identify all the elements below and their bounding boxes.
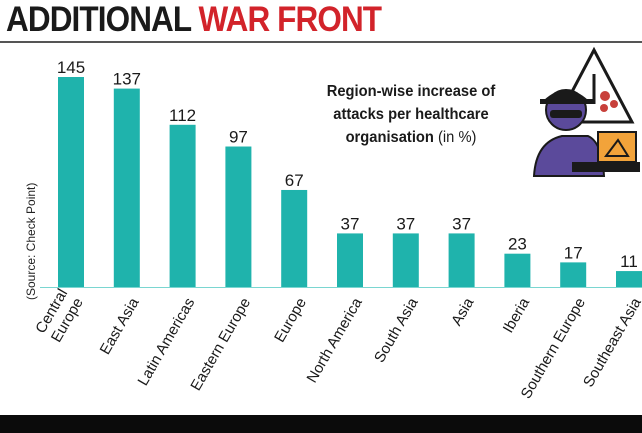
category-label-2: Latin Americas — [134, 295, 198, 389]
svg-text:Europe: Europe — [271, 295, 310, 345]
data-label-6: 37 — [396, 214, 415, 233]
data-label-2: 112 — [169, 106, 196, 125]
svg-text:Latin Americas: Latin Americas — [134, 295, 198, 389]
data-label-10: 11 — [620, 252, 638, 271]
category-label-10: Southeast Asia — [580, 294, 642, 390]
bar-0 — [58, 77, 84, 287]
headline-part-2: WAR FRONT — [198, 0, 383, 39]
svg-text:North America: North America — [304, 294, 367, 385]
chart-title-main: Region-wise increase of attacks per heal… — [326, 83, 496, 146]
headline-rule — [0, 41, 642, 43]
svg-text:Asia: Asia — [448, 294, 478, 328]
headline-part-1: ADDITIONAL — [6, 0, 192, 39]
headline: ADDITIONAL WAR FRONT — [6, 0, 383, 40]
bottom-bar — [0, 415, 642, 433]
svg-text:Southeast Asia: Southeast Asia — [580, 294, 642, 390]
bar-4 — [281, 189, 308, 287]
chart-title: Region-wise increase of attacks per heal… — [305, 80, 517, 149]
data-label-9: 17 — [564, 243, 583, 262]
category-label-3: Eastern Europe — [187, 295, 254, 394]
data-label-4: 67 — [285, 171, 304, 190]
bar-1 — [113, 88, 140, 287]
category-label-6: South Asia — [371, 294, 422, 365]
chart-title-unit: (in %) — [437, 129, 477, 146]
category-label-1: East Asia — [97, 294, 143, 357]
bar-9 — [560, 262, 587, 287]
bar-7 — [448, 233, 475, 287]
hacker-with-laptop-and-biohazard-warning-icon — [532, 46, 640, 177]
data-label-3: 97 — [229, 128, 248, 147]
svg-text:East Asia: East Asia — [97, 294, 143, 357]
svg-text:Eastern Europe: Eastern Europe — [187, 295, 254, 394]
category-label-8: Iberia — [500, 294, 534, 336]
bar-8 — [504, 253, 531, 287]
data-label-5: 37 — [341, 214, 360, 233]
bar-6 — [392, 233, 419, 287]
category-label-5: North America — [304, 294, 367, 385]
svg-text:Iberia: Iberia — [500, 294, 534, 336]
bar-2 — [169, 124, 196, 287]
bar-5 — [337, 233, 363, 287]
bar-3 — [225, 146, 252, 287]
data-label-8: 23 — [508, 235, 527, 254]
data-label-0: 145 — [57, 58, 85, 77]
category-label-4: Europe — [271, 295, 310, 345]
data-label-1: 137 — [113, 70, 141, 89]
category-label-7: Asia — [448, 294, 478, 328]
data-label-7: 37 — [452, 214, 471, 233]
svg-text:South Asia: South Asia — [371, 294, 422, 365]
bar-10 — [616, 271, 642, 287]
